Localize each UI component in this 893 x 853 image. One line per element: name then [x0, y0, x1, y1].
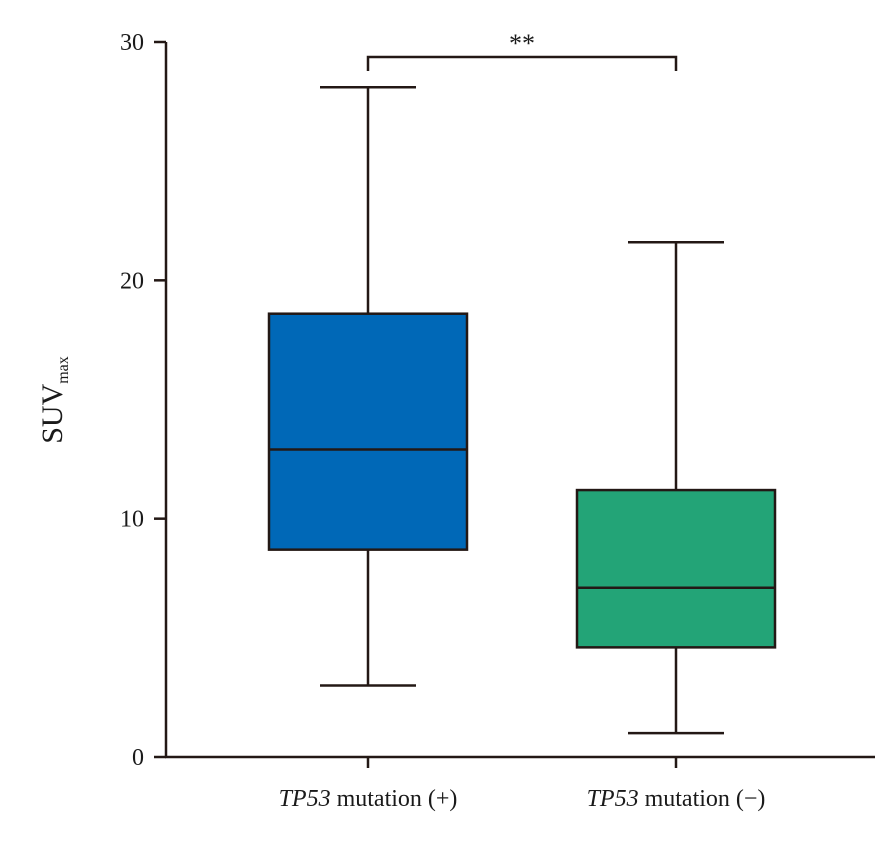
plot-area: 0 10 20 30 [120, 30, 875, 771]
y-tick-label-20: 20 [120, 268, 144, 294]
x-category-label-1-rest: mutation (+) [331, 786, 458, 812]
y-tick-label-0: 0 [132, 745, 144, 771]
x-category-label-2-rest: mutation (−) [639, 786, 766, 812]
box-1-body [267, 312, 469, 551]
y-tick-label-10: 10 [120, 507, 144, 533]
significance-bracket [366, 55, 678, 71]
x-category-label-2: TP53 mutation (−) [587, 786, 766, 812]
box-2-body [575, 488, 777, 649]
y-axis-label: SUVmax [36, 356, 72, 444]
x-category-label-2-italic: TP53 [587, 786, 639, 812]
significance-label: ** [509, 29, 535, 58]
y-axis-label-subscript: max [55, 356, 72, 384]
y-tick-label-30: 30 [120, 30, 144, 56]
y-axis-label-main: SUV [36, 383, 69, 443]
x-category-label-1-italic: TP53 [279, 786, 331, 812]
x-category-label-1: TP53 mutation (+) [279, 786, 458, 812]
